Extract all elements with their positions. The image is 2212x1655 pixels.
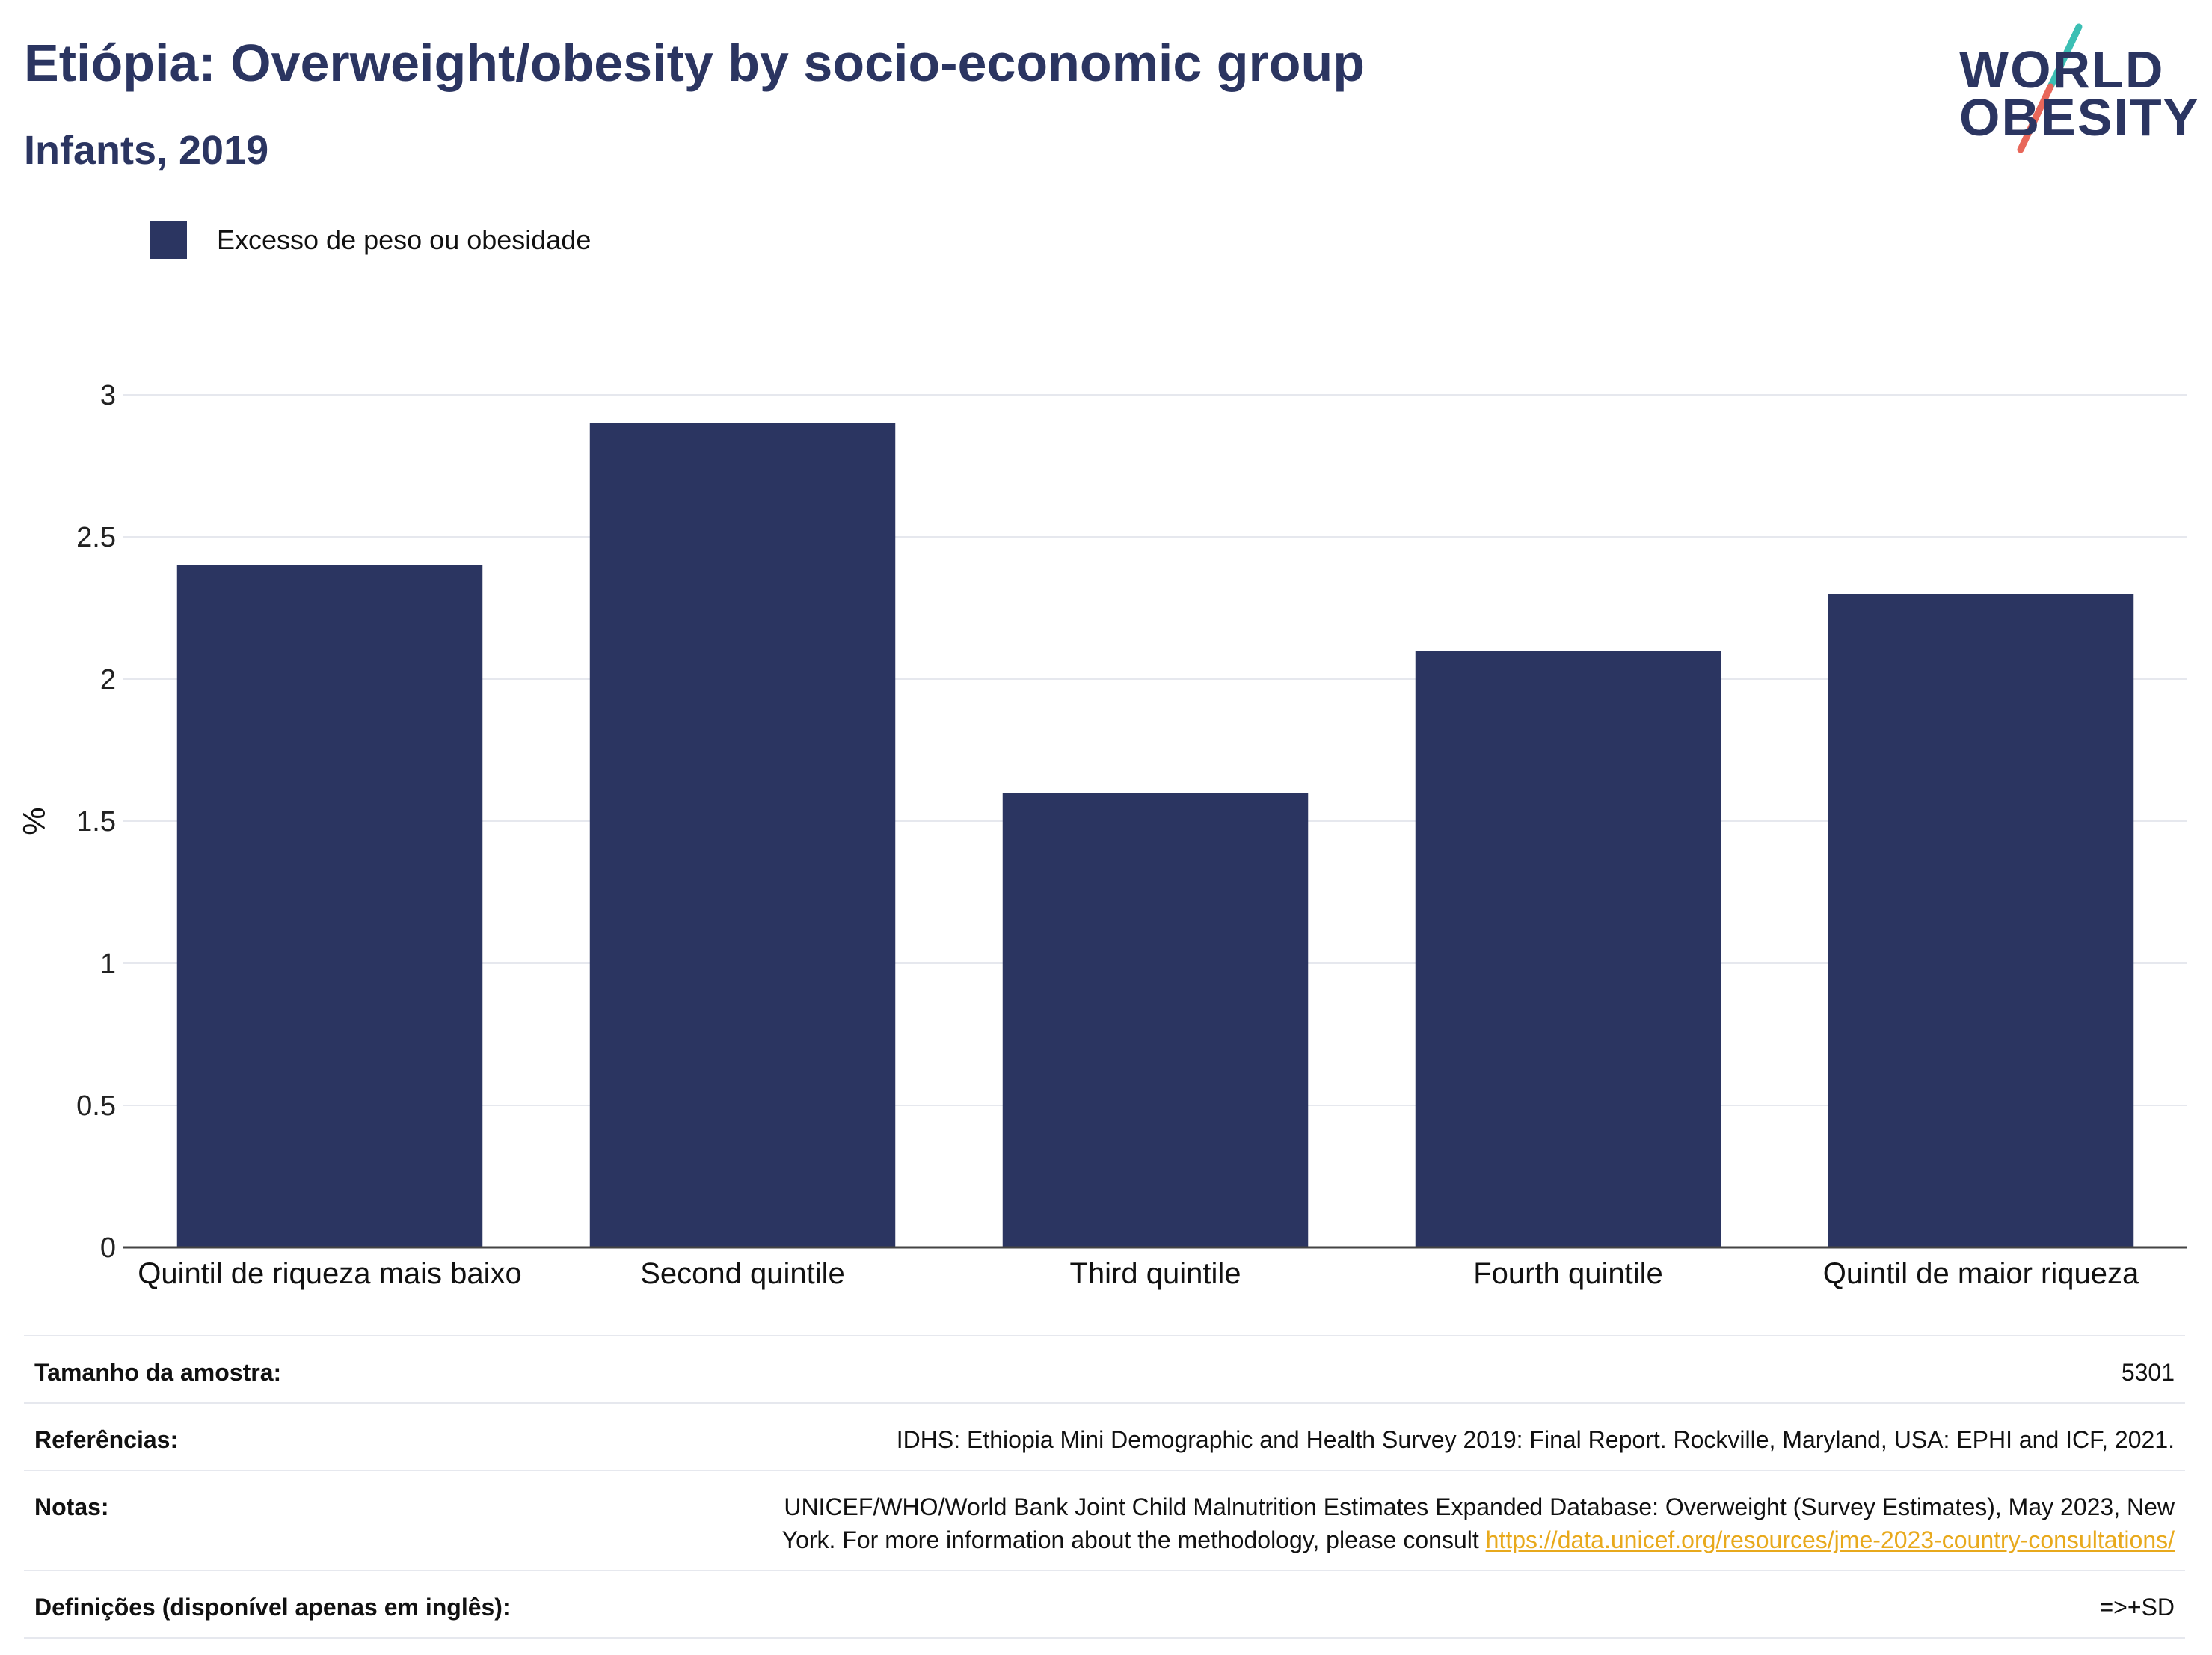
methodology-link[interactable]: https://data.unicef.org/resources/jme-20… [1485, 1526, 2175, 1553]
x-category-label: Second quintile [640, 1257, 845, 1290]
bar-chart: 0 0.5 1 1.5 2 2.5 3 Quintil de riqueza mais ba… [16, 380, 2187, 1290]
info-row-references: Referências: IDHS: Ethiopia Mini Demogra… [24, 1402, 2185, 1470]
definitions-label: Definições (disponível apenas em inglês)… [34, 1594, 511, 1621]
bar[interactable] [589, 423, 896, 1247]
bar[interactable] [1415, 651, 1721, 1247]
chart-title: Etiópia: Overweight/obesity by socio-eco… [24, 34, 1365, 92]
bar[interactable] [1002, 793, 1309, 1247]
references-value: IDHS: Ethiopia Mini Demographic and Heal… [896, 1426, 2175, 1453]
y-tick-label: 1.5 [76, 806, 116, 838]
y-tick-label: 2 [100, 664, 116, 696]
x-category-label: Third quintile [1069, 1257, 1241, 1290]
bar[interactable] [176, 565, 483, 1247]
info-row-definitions: Definições (disponível apenas em inglês)… [24, 1570, 2185, 1639]
y-tick-label: 3 [100, 380, 116, 411]
definitions-value: =>+SD [2099, 1594, 2175, 1621]
sample-size-label: Tamanho da amostra: [34, 1359, 282, 1386]
notes-value: UNICEF/WHO/World Bank Joint Child Malnut… [782, 1490, 2175, 1556]
logo-line-2: OBESITY [1959, 88, 2200, 147]
x-category-label: Fourth quintile [1473, 1257, 1662, 1290]
x-axis-categories: Quintil de riqueza mais baixo Second quin… [138, 1257, 2139, 1290]
world-obesity-logo[interactable]: WORLD OBESITY [1929, 22, 2206, 157]
y-axis-ticks: 0 0.5 1 1.5 2 2.5 3 [76, 380, 116, 1264]
bar[interactable] [1828, 594, 2134, 1247]
info-row-sample: Tamanho da amostra: 5301 [24, 1335, 2185, 1402]
x-category-label: Quintil de maior riqueza [1823, 1257, 2139, 1290]
legend: Excesso de peso ou obesidade [150, 221, 591, 259]
y-tick-label: 2.5 [76, 522, 116, 553]
references-label: Referências: [34, 1426, 179, 1453]
info-row-notes: Notas: UNICEF/WHO/World Bank Joint Child… [24, 1470, 2185, 1570]
logo-slash-icon [2017, 23, 2083, 153]
legend-swatch[interactable] [150, 221, 187, 259]
bars [176, 423, 2134, 1247]
y-tick-label: 0 [100, 1232, 116, 1264]
y-tick-label: 0.5 [76, 1090, 116, 1122]
legend-label[interactable]: Excesso de peso ou obesidade [217, 224, 592, 255]
logo-line-1: WORLD [1959, 40, 2165, 99]
notes-label: Notas: [34, 1493, 109, 1520]
x-category-label: Quintil de riqueza mais baixo [138, 1257, 522, 1290]
notes-text-line-1: UNICEF/WHO/World Bank Joint Child Malnut… [784, 1493, 2175, 1520]
chart-subtitle: Infants, 2019 [24, 128, 269, 173]
y-axis-label: % [16, 807, 52, 835]
notes-text-line-2: York. For more information about the met… [781, 1526, 1486, 1553]
sample-size-value: 5301 [2121, 1359, 2175, 1386]
info-table: Tamanho da amostra: 5301 Referências: ID… [24, 1335, 2185, 1639]
y-tick-label: 1 [100, 948, 116, 980]
